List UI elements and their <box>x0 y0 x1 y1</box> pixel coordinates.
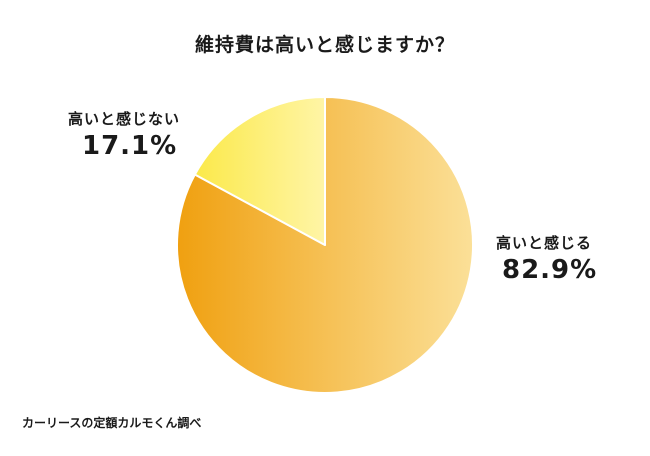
chart-title: 維持費は高いと感じますか？ <box>194 34 455 56</box>
source-note: カーリースの定額カルモくん調べ <box>22 416 202 430</box>
slice-category-high: 高いと感じる <box>496 234 593 252</box>
slice-value-not-high: 17.1% <box>82 131 178 161</box>
pie-slice-not-high <box>193 96 326 246</box>
slice-label-high: 高いと感じる 82.9% <box>496 232 597 285</box>
slice-label-not-high: 高いと感じない 17.1% <box>68 108 180 161</box>
slice-category-not-high: 高いと感じない <box>68 110 181 128</box>
slice-value-high: 82.9% <box>502 255 598 285</box>
